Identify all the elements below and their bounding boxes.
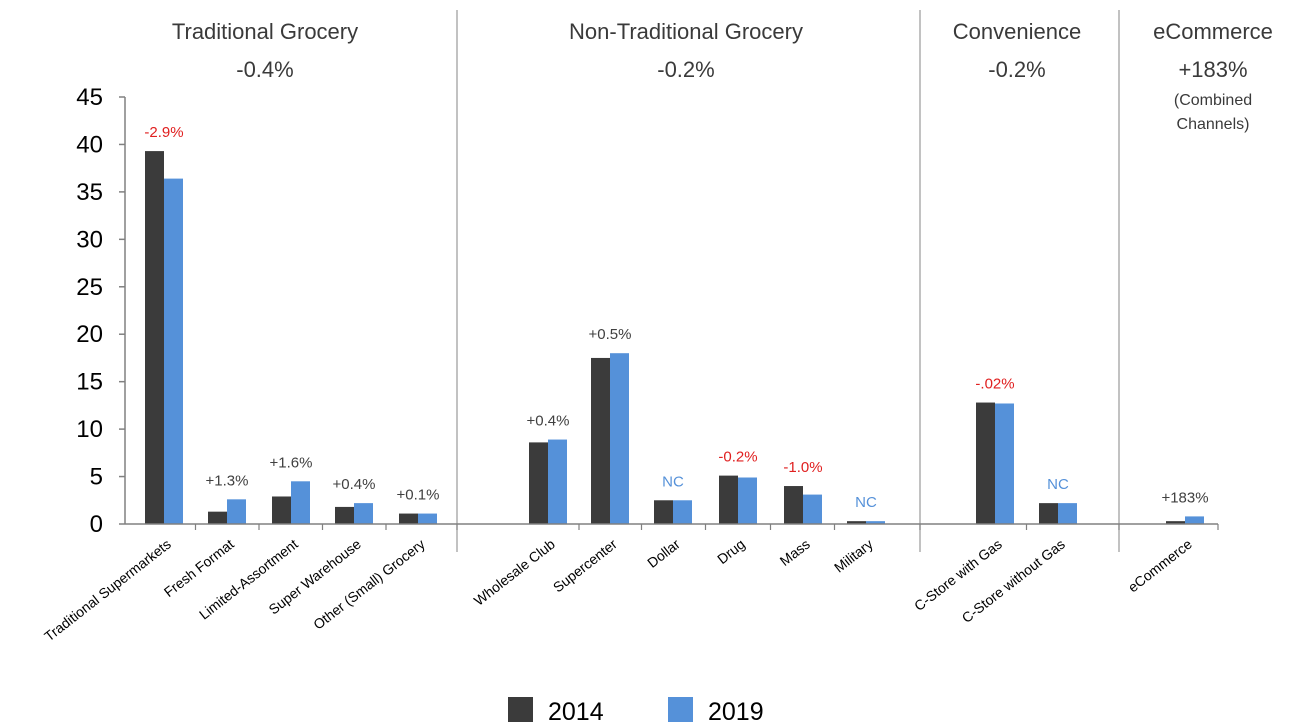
y-tick-label: 15	[76, 369, 103, 396]
bars	[145, 151, 1204, 525]
bar-2014-supercenter	[591, 357, 610, 524]
group-change-ecommerce: +183%	[1178, 57, 1247, 82]
bar-2014-fresh-format	[208, 511, 227, 524]
bar-2019-mass	[803, 494, 822, 524]
legend-label-2019: 2019	[708, 698, 764, 725]
bar-2014-c-store-with-gas	[976, 402, 995, 524]
change-label-wholesale-club: +0.4%	[527, 413, 570, 430]
change-label-fresh-format: +1.3%	[206, 472, 249, 489]
y-axis: 0 5 10 15 20 25 30 35 40 45	[76, 84, 126, 538]
y-tick-label: 45	[76, 84, 103, 111]
bar-2019-wholesale-club	[548, 439, 567, 524]
group-title-traditional-grocery: Traditional Grocery	[172, 19, 358, 44]
y-tick-label: 25	[76, 274, 103, 301]
bar-2019-other-small-grocery	[418, 513, 437, 524]
group-note-line-2: Channels)	[1177, 116, 1250, 133]
bar-2019-c-store-with-gas	[995, 403, 1014, 524]
change-label-ecommerce: +183%	[1161, 489, 1208, 506]
bar-2014-traditional-supermarkets	[145, 151, 164, 524]
bar-2019-dollar	[673, 500, 692, 524]
bar-2014-ecommerce	[1166, 521, 1185, 524]
y-tick-label: 20	[76, 321, 103, 348]
group-titles: Traditional Grocery -0.4% Non-Traditional …	[172, 19, 1273, 133]
change-label-super-warehouse: +0.4%	[333, 476, 376, 493]
bar-2019-drug	[738, 477, 757, 524]
x-tick-label-mass: Mass	[777, 536, 813, 569]
x-tick-label-dollar: Dollar	[644, 536, 683, 571]
bar-2019-military	[866, 521, 885, 524]
group-change-non-traditional-grocery: -0.2%	[657, 57, 714, 82]
group-change-traditional-grocery: -0.4%	[236, 57, 293, 82]
group-title-non-traditional-grocery: Non-Traditional Grocery	[569, 19, 803, 44]
group-dividers	[456, 10, 1120, 552]
y-tick-label: 35	[76, 179, 103, 206]
change-label-c-store-without-gas: NC	[1047, 476, 1069, 493]
x-tick-label-military: Military	[831, 536, 876, 576]
change-label-military: NC	[855, 494, 877, 511]
change-label-other-small-grocery: +0.1%	[397, 487, 440, 504]
y-tick-label: 5	[90, 464, 103, 491]
legend-swatch-2019	[668, 697, 693, 722]
group-title-convenience: Convenience	[953, 19, 1081, 44]
x-tick-label-drug: Drug	[714, 536, 748, 567]
bar-2014-dollar	[654, 500, 673, 524]
group-note-line-1: (Combined	[1174, 92, 1252, 109]
group-title-ecommerce: eCommerce	[1153, 19, 1273, 44]
x-tick-label-wholesale-club: Wholesale Club	[471, 536, 558, 609]
y-tick-label: 40	[76, 131, 103, 158]
bar-2019-c-store-without-gas	[1058, 503, 1077, 524]
group-change-convenience: -0.2%	[988, 57, 1045, 82]
bar-2014-wholesale-club	[529, 442, 548, 524]
bar-2014-limited-assortment	[272, 496, 291, 524]
change-labels: -2.9% +1.3% +1.6% +0.4% +0.1% +0.4% +0.5% NC -0.…	[144, 124, 1208, 511]
bar-2014-c-store-without-gas	[1039, 503, 1058, 524]
bar-2019-super-warehouse	[354, 503, 373, 524]
change-label-c-store-with-gas: -.02%	[975, 376, 1014, 393]
x-tick-label-c-store-without-gas: C-Store without Gas	[959, 536, 1068, 626]
bar-2014-super-warehouse	[335, 506, 354, 524]
change-label-dollar: NC	[662, 473, 684, 490]
change-label-drug: -0.2%	[718, 449, 757, 466]
y-tick-label: 0	[90, 511, 103, 538]
bar-2019-supercenter	[610, 353, 629, 524]
x-tick-label-ecommerce: eCommerce	[1125, 536, 1195, 596]
x-tick-label-supercenter: Supercenter	[550, 536, 620, 596]
bar-2014-military	[847, 521, 866, 524]
bar-2014-other-small-grocery	[399, 513, 418, 524]
bar-2014-mass	[784, 486, 803, 524]
change-label-traditional-supermarkets: -2.9%	[144, 124, 183, 141]
bar-2019-fresh-format	[227, 499, 246, 524]
change-label-limited-assortment: +1.6%	[270, 454, 313, 471]
change-label-supercenter: +0.5%	[589, 326, 632, 343]
y-tick-label: 10	[76, 416, 103, 443]
x-tick-label-traditional-supermarkets: Traditional Supermarkets	[41, 536, 174, 645]
bar-2019-ecommerce	[1185, 516, 1204, 524]
bar-2019-limited-assortment	[291, 481, 310, 524]
y-tick-label: 30	[76, 226, 103, 253]
legend-swatch-2014	[508, 697, 533, 722]
legend-label-2014: 2014	[548, 698, 604, 725]
x-tick-label-other-small-grocery: Other (Small) Grocery	[310, 536, 428, 633]
bar-2014-drug	[719, 475, 738, 524]
change-label-mass: -1.0%	[783, 459, 822, 476]
bar-2019-traditional-supermarkets	[164, 178, 183, 525]
legend: 2014 2019	[508, 697, 764, 725]
